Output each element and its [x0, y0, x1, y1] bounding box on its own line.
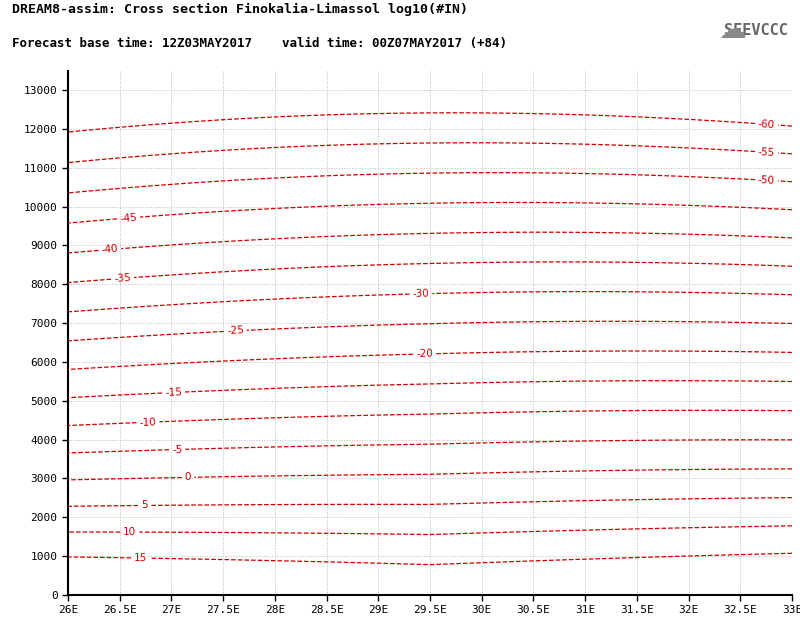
Text: SEEVCCC: SEEVCCC: [724, 23, 788, 38]
Text: -5: -5: [172, 444, 182, 455]
Text: -60: -60: [758, 119, 775, 130]
Text: -35: -35: [114, 273, 131, 284]
Text: -25: -25: [226, 325, 244, 336]
Text: DREAM8-assim: Cross section Finokalia-Limassol log10(#IN): DREAM8-assim: Cross section Finokalia-Li…: [12, 3, 468, 17]
Text: -50: -50: [758, 175, 775, 186]
Text: -45: -45: [120, 212, 138, 224]
Text: ☁: ☁: [718, 16, 746, 44]
Text: -30: -30: [412, 289, 430, 299]
Text: -40: -40: [101, 244, 118, 255]
Text: -20: -20: [416, 349, 433, 359]
Text: 0: 0: [185, 473, 191, 482]
Text: -10: -10: [139, 417, 157, 428]
Text: -15: -15: [165, 387, 182, 398]
Text: -55: -55: [758, 147, 775, 158]
Text: 5: 5: [141, 500, 148, 511]
Text: 15: 15: [134, 553, 147, 563]
Text: 10: 10: [123, 527, 137, 537]
Text: Forecast base time: 12Z03MAY2017    valid time: 00Z07MAY2017 (+84): Forecast base time: 12Z03MAY2017 valid t…: [12, 37, 507, 50]
